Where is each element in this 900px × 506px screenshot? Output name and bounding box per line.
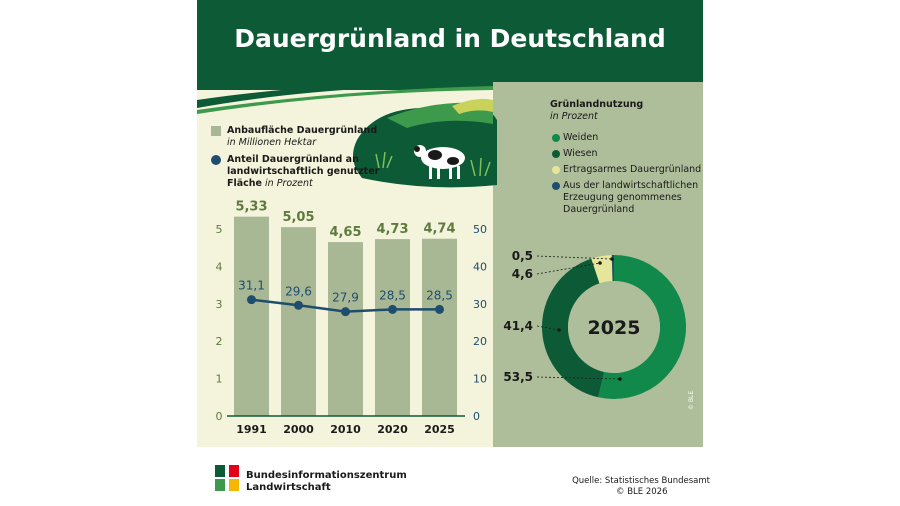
left-axis-tick-label: 2 <box>216 335 223 348</box>
grass-icon <box>470 157 491 177</box>
line-point <box>247 295 256 305</box>
donut-leader-line <box>536 262 601 275</box>
cow-icon <box>414 145 465 179</box>
legend-line-label-2: landwirtschaftlich genutzter <box>227 166 380 177</box>
bar <box>234 216 269 416</box>
right-axis-tick-label: 0 <box>473 410 480 423</box>
header-swoosh <box>197 80 493 108</box>
left-axis-tick-label: 5 <box>216 223 223 236</box>
line-point <box>294 300 303 310</box>
line-point <box>435 304 444 314</box>
right-axis-tick-label: 50 <box>473 223 487 236</box>
bar <box>375 239 410 416</box>
right-axis-tick-label: 20 <box>473 335 487 348</box>
legend-bar-label: Anbaufläche Dauergrünland <box>227 125 378 136</box>
pie-legend-item-1: Wiesen <box>563 148 598 159</box>
bar-value-label: 4,73 <box>376 222 408 237</box>
pie-legend-swatch <box>552 182 560 190</box>
donut-leader-dot <box>598 261 602 265</box>
right-axis-tick-label: 10 <box>473 373 487 386</box>
line-point <box>341 307 350 317</box>
bar <box>281 227 316 416</box>
left-axis-tick-label: 1 <box>216 373 223 386</box>
meadow-illustration <box>353 98 497 188</box>
donut-slice-label: 41,4 <box>503 319 533 333</box>
header-swoosh-light <box>197 86 493 114</box>
legend-line-text: Anteil Dauergrünland an landwirtschaftli… <box>227 154 379 190</box>
line-point <box>388 304 397 314</box>
ble-logo-icon <box>213 463 241 493</box>
pie-legend-item-2: Ertragsarmes Dauergrünland <box>563 164 702 175</box>
donut-slice-label: 4,6 <box>512 267 533 281</box>
legend-line-unit: in Prozent <box>265 178 313 189</box>
pie-legend-unit: in Prozent <box>550 111 598 122</box>
legend-line-label-1: Anteil Dauergrünland an <box>227 154 359 165</box>
donut-leader-line <box>536 255 613 260</box>
legend-line-swatch <box>211 155 221 165</box>
pie-legend-swatch <box>552 134 560 142</box>
left-axis-tick-label: 0 <box>216 410 223 423</box>
pie-legend-item-3-line2: Erzeugung genommenes <box>563 192 682 203</box>
donut-slice <box>611 255 614 282</box>
pie-legend-item-3-line3: Dauergrünland <box>563 204 635 215</box>
line-value-label: 28,5 <box>426 288 453 302</box>
donut-center-label: 2025 <box>588 317 641 339</box>
legend-line-label-3: Fläche <box>227 178 262 189</box>
donut-leader-dot <box>610 257 614 261</box>
bar-value-label: 5,05 <box>282 210 314 225</box>
pie-legend-title: Grünlandnutzung <box>550 99 644 110</box>
footer-source: Quelle: Statistisches Bundesamt © BLE 20… <box>520 476 710 498</box>
category-label: 2000 <box>283 423 314 436</box>
category-label: 2020 <box>377 423 408 436</box>
legend-bar-unit: in Millionen Hektar <box>227 137 317 148</box>
category-label: 1991 <box>236 423 267 436</box>
donut-leader-line <box>536 376 621 380</box>
right-axis-tick-label: 30 <box>473 298 487 311</box>
bar-value-label: 4,74 <box>423 222 455 237</box>
pie-legend-item-3: Aus der landwirtschaftlichen Erzeugung g… <box>563 180 698 216</box>
right-axis-tick-label: 40 <box>473 260 487 273</box>
footer-org-line1: Bundesinformationszentrum <box>246 470 407 481</box>
left-axis-tick-label: 3 <box>216 298 223 311</box>
pie-legend-item-3-line1: Aus der landwirtschaftlichen <box>563 180 699 191</box>
bar-value-label: 5,33 <box>235 200 267 215</box>
bar <box>422 238 457 416</box>
category-label: 2025 <box>424 423 455 436</box>
line-value-label: 31,1 <box>238 279 265 293</box>
footer-org: Bundesinformationszentrum Landwirtschaft <box>246 470 407 494</box>
page-title: Dauergrünland in Deutschland <box>234 24 666 53</box>
donut-leader-dot <box>557 328 561 332</box>
bar <box>328 242 363 416</box>
donut-slice <box>591 255 613 284</box>
pie-legend-swatch <box>552 166 560 174</box>
left-axis-tick-label: 4 <box>216 260 223 273</box>
side-copyright: © BLE <box>688 390 695 410</box>
pie-legend <box>552 134 560 190</box>
legend-bar-swatch <box>211 126 221 136</box>
pie-legend-swatch <box>552 150 560 158</box>
footer-source-line2: © BLE 2026 <box>616 487 668 497</box>
legend-bar-text: Anbaufläche Dauergrünland in Millionen H… <box>227 125 377 149</box>
pie-legend-item-0: Weiden <box>563 132 599 143</box>
bar-value-label: 4,65 <box>329 225 361 240</box>
footer-org-line2: Landwirtschaft <box>246 482 331 493</box>
category-label: 2010 <box>330 423 361 436</box>
infographic-card: Dauergrünland in Deutschland <box>197 0 703 447</box>
footer-source-line1: Quelle: Statistisches Bundesamt <box>572 476 710 486</box>
donut-hole <box>568 281 660 373</box>
donut-slice <box>542 258 604 398</box>
line-value-label: 29,6 <box>285 284 312 298</box>
donut-slice-label: 0,5 <box>512 249 533 263</box>
donut-chart: 2025 53,5 41,4 4,6 0,5 <box>503 249 686 399</box>
donut-slice-label: 53,5 <box>503 370 533 384</box>
pie-legend-heading: Grünlandnutzung in Prozent <box>550 99 643 123</box>
header-band <box>197 0 703 90</box>
line-value-label: 28,5 <box>379 288 406 302</box>
donut-slice <box>598 255 686 399</box>
grass-icon <box>375 151 393 169</box>
line-value-label: 27,9 <box>332 291 359 305</box>
donut-leader-dot <box>618 377 622 381</box>
